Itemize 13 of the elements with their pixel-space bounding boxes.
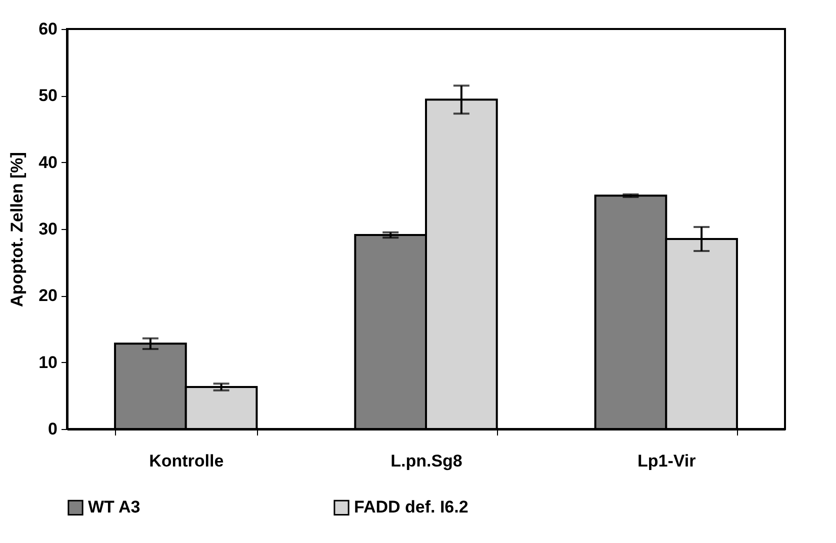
x-tick-label: L.pn.Sg8 [390, 452, 462, 470]
y-axis-title: Apoptot. Zellen [%] [8, 152, 27, 307]
y-tick-label: 10 [38, 352, 58, 372]
y-tick-label: 0 [48, 420, 58, 438]
y-tick-label: 20 [38, 286, 58, 306]
legend-label: FADD def. I6.2 [354, 498, 468, 517]
y-tick-label: 50 [38, 86, 58, 106]
x-tick-label: Lp1-Vir [638, 452, 696, 470]
legend-label: WT A3 [88, 498, 140, 517]
y-tick-label: 60 [38, 20, 58, 38]
y-tick-label: 30 [38, 220, 58, 238]
x-tick-label: Kontrolle [149, 452, 224, 470]
y-tick-label: 40 [38, 152, 58, 172]
